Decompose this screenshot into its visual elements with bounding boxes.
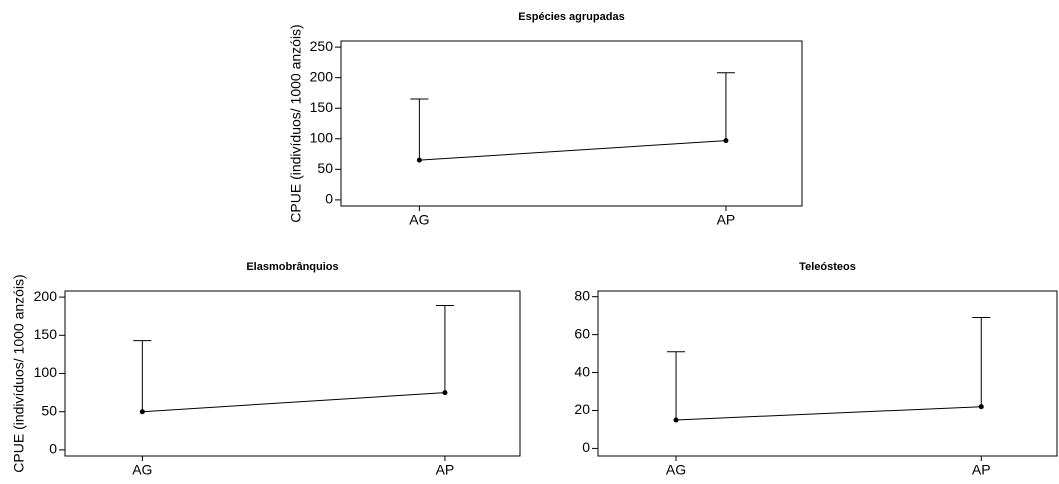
y-tick-label: 100 [310, 129, 334, 145]
y-tick-label: 200 [34, 288, 58, 304]
point [978, 404, 984, 410]
x-tick-label: AG [409, 212, 429, 228]
y-tick-label: 40 [574, 363, 590, 379]
y-tick-label: 100 [34, 364, 58, 380]
point [442, 390, 448, 396]
plot-box [64, 290, 521, 457]
y-tick-label: 150 [310, 99, 334, 115]
x-tick-label: AP [717, 212, 736, 228]
y-tick-label: 50 [41, 402, 57, 418]
x-tick-label: AG [132, 462, 152, 478]
y-tick-label: 0 [582, 439, 590, 455]
y-axis-label: CPUE (indivíduos/ 1000 anzóis) [11, 274, 27, 472]
chart-title: Teleósteos [799, 261, 856, 273]
point [723, 138, 729, 144]
mean-line [676, 406, 982, 421]
x-tick-label: AP [972, 462, 991, 478]
y-tick-label: 200 [310, 68, 334, 84]
y-tick-label: 250 [310, 38, 334, 54]
plot-box [597, 290, 1058, 457]
point [416, 157, 422, 163]
mean-line [142, 392, 445, 413]
y-tick-label: 20 [574, 401, 590, 417]
plot-box [340, 40, 803, 207]
y-tick-label: 0 [325, 191, 333, 207]
y-axis-label: CPUE (indivíduos/ 1000 anzóis) [288, 24, 304, 222]
mean-line [419, 140, 726, 161]
chart-title: Espécies agrupadas [518, 11, 624, 23]
y-tick-label: 50 [317, 160, 333, 176]
x-tick-label: AP [436, 462, 455, 478]
y-tick-label: 60 [574, 325, 590, 341]
point [139, 409, 145, 415]
y-tick-label: 80 [574, 287, 590, 303]
y-tick-label: 0 [49, 441, 57, 457]
y-tick-label: 150 [34, 326, 58, 342]
chart-title: Elasmobrânquios [246, 261, 338, 273]
point [673, 417, 679, 423]
x-tick-label: AG [666, 462, 686, 478]
